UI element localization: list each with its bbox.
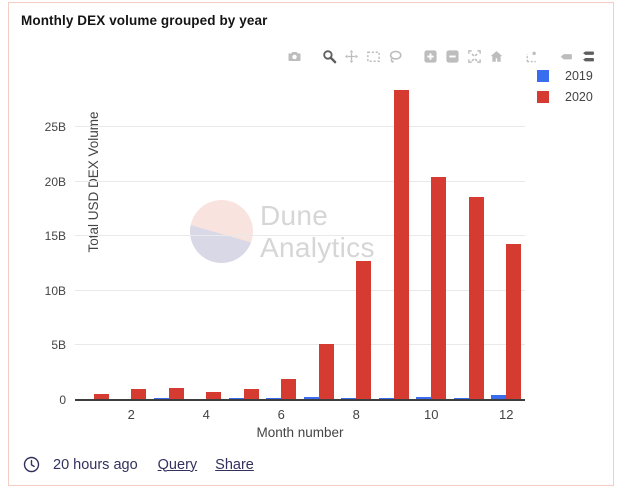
legend-swatch-icon: [537, 91, 549, 103]
bar-group-month-1: [75, 90, 113, 400]
y-tick-label: 5B: [51, 338, 66, 353]
bar-2019-month-7[interactable]: [303, 396, 319, 400]
y-tick-label: 0: [59, 393, 66, 407]
bar-2019-month-12[interactable]: [491, 395, 507, 400]
bar-2020-month-12[interactable]: [506, 243, 522, 400]
query-link[interactable]: Query: [157, 456, 198, 473]
bar-group-month-4: [188, 90, 226, 400]
bar-group-month-12: [488, 90, 526, 400]
x-tick-label-10: 10: [424, 407, 439, 422]
bar-2020-month-8[interactable]: [356, 261, 372, 400]
bar-2020-month-1[interactable]: [93, 394, 109, 400]
x-tick-label-4: 4: [202, 407, 210, 422]
bar-2020-month-6[interactable]: [281, 379, 297, 400]
plot-area: 0 5B 10B 15B 20B 25B 2 4 6 8 10 12: [45, 90, 526, 422]
y-tick-label: 25B: [44, 120, 66, 135]
camera-download-icon[interactable]: [283, 47, 305, 66]
gridline-10B: [75, 289, 525, 291]
bar-2020-month-3[interactable]: [168, 388, 184, 400]
bar-group-month-7: [300, 90, 338, 400]
last-updated-timestamp: 20 hours ago: [53, 456, 138, 473]
chart-card: Monthly DEX volume grouped by year: [8, 2, 614, 486]
y-tick-label: 20B: [44, 174, 66, 189]
x-axis-baseline: [75, 399, 525, 401]
lasso-select-icon[interactable]: [384, 47, 406, 66]
zoom-in-icon[interactable]: [419, 47, 441, 66]
bar-group-month-9: [375, 90, 413, 400]
chart-title: Monthly DEX volume grouped by year: [21, 13, 268, 28]
x-tick-label-12: 12: [499, 407, 514, 422]
x-axis-title: Month number: [256, 425, 344, 440]
bar-2020-month-11[interactable]: [468, 196, 484, 400]
toggle-spike-lines-icon[interactable]: [520, 47, 542, 66]
y-tick-label: 10B: [44, 283, 66, 298]
x-tick-label-6: 6: [277, 407, 285, 422]
bar-2019-month-6[interactable]: [266, 397, 282, 400]
bar-2019-month-9[interactable]: [378, 397, 394, 400]
bar-group-month-10: [413, 90, 451, 400]
y-tick-label: 15B: [44, 229, 66, 244]
bar-group-month-11: [450, 90, 488, 400]
x-tick-label-8: 8: [352, 407, 360, 422]
bar-2020-month-7[interactable]: [318, 344, 334, 400]
plot-modebar: [270, 47, 599, 66]
bar-2020-month-5[interactable]: [243, 389, 259, 400]
zoom-icon[interactable]: [318, 47, 340, 66]
gridline-20B: [75, 180, 525, 182]
gridline-25B: [75, 126, 525, 128]
bar-2020-month-9[interactable]: [393, 90, 409, 400]
x-tick-label-2: 2: [127, 407, 135, 422]
share-link[interactable]: Share: [215, 456, 254, 473]
clock-icon: [23, 456, 40, 473]
bar-group-month-5: [225, 90, 263, 400]
hover-compare-icon[interactable]: [577, 47, 599, 66]
legend-item-2019[interactable]: 2019: [537, 69, 593, 83]
bar-2019-month-11[interactable]: [453, 397, 469, 400]
bar-2020-month-10[interactable]: [431, 177, 447, 400]
chart-legend: 2019 2020: [537, 69, 593, 111]
bar-group-month-6: [263, 90, 301, 400]
gridline-5B: [75, 344, 525, 346]
bar-group-month-3: [150, 90, 188, 400]
legend-swatch-icon: [537, 70, 549, 82]
bar-2020-month-2[interactable]: [131, 389, 147, 400]
autoscale-icon[interactable]: [463, 47, 485, 66]
legend-label: 2020: [565, 90, 593, 104]
bar-2020-month-4[interactable]: [206, 391, 222, 400]
reset-axes-home-icon[interactable]: [485, 47, 507, 66]
hover-closest-icon[interactable]: [555, 47, 577, 66]
bar-2019-month-10[interactable]: [416, 397, 432, 400]
legend-label: 2019: [565, 69, 593, 83]
gridline-15B: [75, 235, 525, 237]
zoom-out-icon[interactable]: [441, 47, 463, 66]
legend-item-2020[interactable]: 2020: [537, 90, 593, 104]
card-footer: 20 hours ago Query Share: [23, 456, 272, 473]
bar-group-month-2: [113, 90, 151, 400]
box-select-icon[interactable]: [362, 47, 384, 66]
bar-group-month-8: [338, 90, 376, 400]
pan-icon[interactable]: [340, 47, 362, 66]
